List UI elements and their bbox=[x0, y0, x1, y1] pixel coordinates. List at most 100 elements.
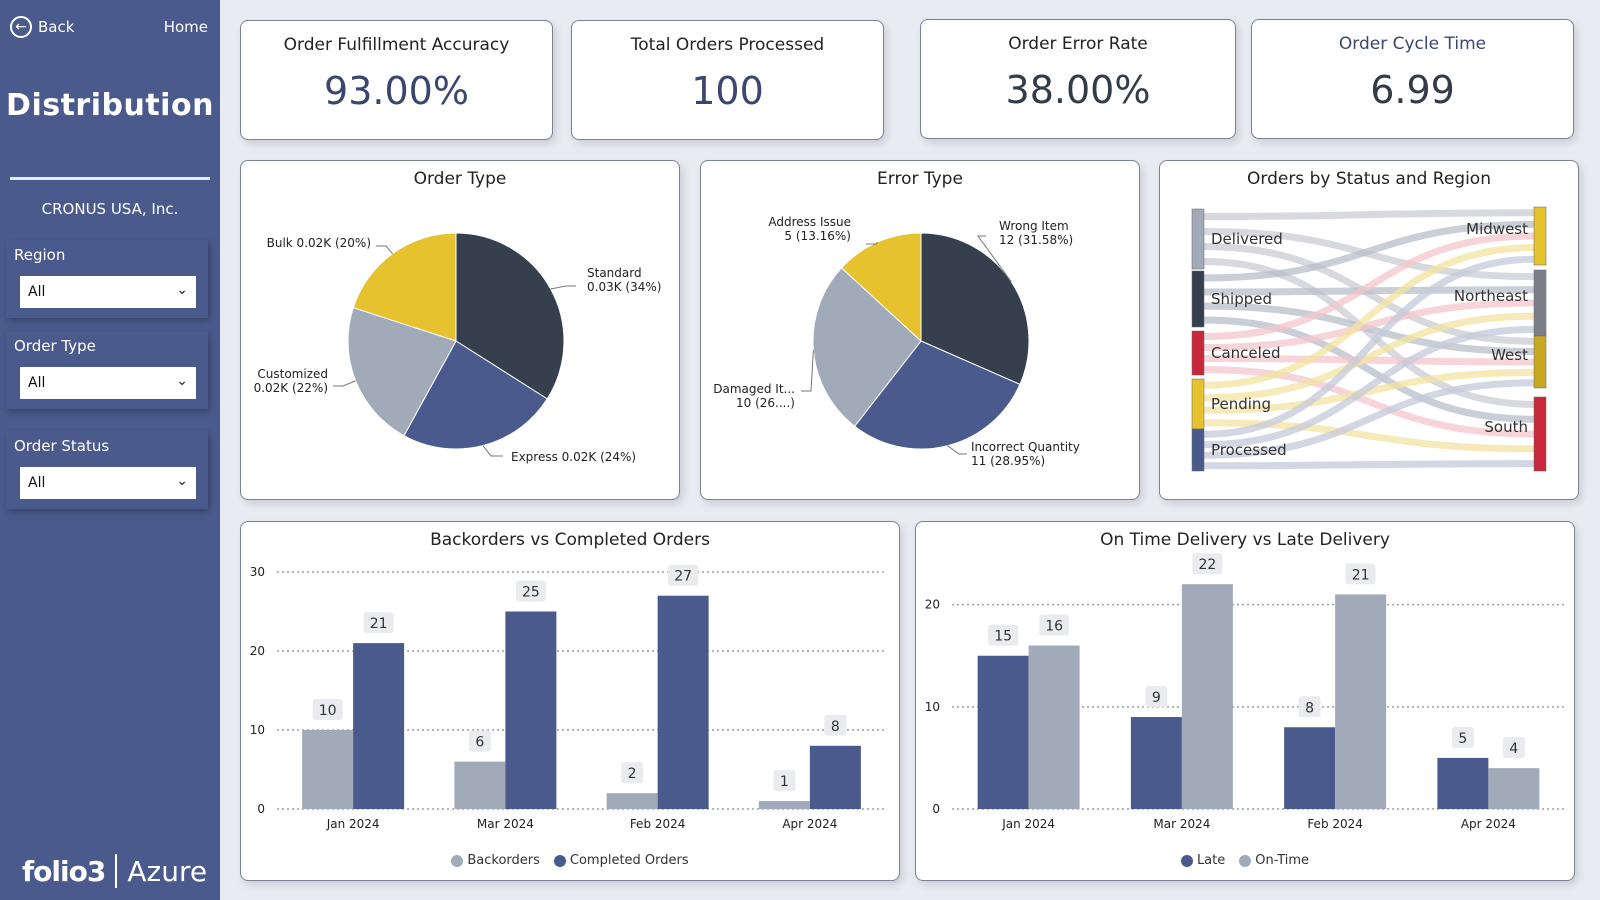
chevron-down-icon: ⌄ bbox=[176, 473, 188, 489]
data-label-bg bbox=[824, 714, 847, 736]
sankey-target-node bbox=[1533, 269, 1547, 337]
y-tick-label: 20 bbox=[925, 598, 940, 612]
sankey-source-node bbox=[1191, 208, 1205, 270]
legend-label: On-Time bbox=[1255, 853, 1310, 868]
back-button[interactable]: ← Back bbox=[10, 16, 74, 38]
region-select[interactable]: All ⌄ bbox=[20, 276, 196, 308]
data-label: 8 bbox=[1305, 700, 1314, 716]
chart-title: Order Type bbox=[413, 169, 507, 189]
leader-line bbox=[333, 380, 356, 387]
status-region-card: Orders by Status and Region Delivered Shi… bbox=[1159, 160, 1579, 500]
brand-azure: Azure bbox=[127, 854, 208, 888]
sankey-link bbox=[1203, 244, 1535, 389]
leader-line bbox=[550, 285, 576, 290]
sankey-target-label: Midwest bbox=[1466, 220, 1528, 238]
status-region-sankey-chart: Delivered Shipped Canceled Pending Processed… bbox=[1191, 206, 1547, 472]
sankey-link bbox=[1203, 220, 1535, 282]
order-type-filter: Order Type All ⌄ bbox=[6, 331, 208, 409]
x-tick-label: Feb 2024 bbox=[1307, 817, 1363, 831]
sankey-source-node bbox=[1191, 428, 1205, 472]
backorders-bar-chart: 0 10 20 30 Jan 2024 10 21 Mar 2024 6 25 Feb 2024 2 2… bbox=[250, 564, 886, 831]
kpi-card-cycle-time: Order Cycle Time 6.99 bbox=[1251, 19, 1574, 139]
sankey-link bbox=[1203, 312, 1535, 402]
region-filter-label: Region bbox=[14, 246, 66, 264]
kpi-label: Total Orders Processed bbox=[630, 35, 825, 55]
page-title: Distribution bbox=[6, 88, 214, 123]
pie-slice-value: 5 (13.16%) bbox=[784, 229, 851, 243]
pie-slice-label: Standard bbox=[587, 266, 642, 280]
sankey-target-label: West bbox=[1491, 346, 1528, 364]
bar bbox=[505, 611, 557, 809]
data-label: 5 bbox=[1458, 731, 1467, 747]
sankey-source-node bbox=[1191, 330, 1205, 376]
pie-slice-value: 11 (28.95%) bbox=[971, 454, 1045, 468]
delivery-card: On Time Delivery vs Late Delivery 0 10 20 J… bbox=[915, 521, 1575, 881]
data-label-bg bbox=[363, 612, 394, 634]
bar bbox=[302, 730, 354, 809]
kpi-card-error-rate: Order Error Rate 38.00% bbox=[920, 19, 1236, 139]
data-label-bg bbox=[621, 762, 644, 784]
delivery-bar-chart: 0 10 20 Jan 2024 15 16 Mar 2024 9 22 Feb 2024 8 21 A… bbox=[925, 553, 1565, 831]
sankey-target-node bbox=[1533, 396, 1547, 472]
pie-slice-label: Wrong Item bbox=[999, 219, 1069, 233]
bar bbox=[1181, 584, 1233, 809]
sankey-source-label: Delivered bbox=[1211, 230, 1283, 248]
data-label-bg bbox=[1502, 737, 1525, 759]
pie-slice-label: Bulk 0.02K (20%) bbox=[267, 236, 371, 250]
data-label-bg bbox=[468, 730, 491, 752]
sankey-link bbox=[1203, 209, 1535, 220]
y-tick-label: 10 bbox=[250, 723, 265, 737]
sankey-link bbox=[1203, 316, 1535, 423]
pie-slice-value: 10 (26....) bbox=[736, 396, 795, 410]
bar bbox=[1028, 645, 1080, 809]
data-label: 6 bbox=[475, 735, 484, 751]
data-label: 22 bbox=[1198, 557, 1216, 573]
data-label-bg bbox=[1451, 726, 1474, 748]
chart-title: Backorders vs Completed Orders bbox=[430, 530, 710, 550]
leader-line bbox=[977, 235, 1012, 283]
bar bbox=[454, 761, 506, 809]
data-label-bg bbox=[1145, 686, 1168, 708]
data-label: 21 bbox=[370, 616, 388, 632]
sankey-link bbox=[1203, 299, 1535, 351]
pie-slice-label: Damaged It... bbox=[713, 382, 795, 396]
legend-item: Completed Orders bbox=[553, 853, 689, 868]
home-button[interactable]: Home bbox=[163, 18, 208, 36]
bar bbox=[606, 793, 658, 809]
data-label: 4 bbox=[1509, 741, 1518, 757]
chart-title: Error Type bbox=[877, 169, 963, 189]
sankey-target-label: South bbox=[1484, 418, 1528, 436]
leader-line bbox=[376, 245, 393, 254]
pie-slice-value: 12 (31.58%) bbox=[999, 233, 1073, 247]
y-tick-label: 0 bbox=[932, 802, 940, 816]
backorders-card: Backorders vs Completed Orders 0 10 20 30 Ja… bbox=[240, 521, 900, 881]
order-status-select-value: All bbox=[28, 475, 46, 491]
bar bbox=[977, 655, 1029, 809]
order-type-card: Order Type Standard 0.03K (34%) Express 0.… bbox=[240, 160, 680, 500]
sankey-source-label: Shipped bbox=[1211, 290, 1272, 308]
brand-separator bbox=[115, 854, 118, 888]
pie-slice-value: 0.02K (22%) bbox=[254, 381, 328, 395]
y-tick-label: 30 bbox=[250, 565, 265, 579]
sankey-link bbox=[1203, 366, 1535, 438]
data-label: 9 bbox=[1152, 690, 1161, 706]
divider bbox=[10, 177, 210, 180]
y-tick-label: 10 bbox=[925, 700, 940, 714]
order-status-select[interactable]: All ⌄ bbox=[20, 467, 196, 499]
bar bbox=[353, 643, 405, 809]
company-name: CRONUS USA, Inc. bbox=[41, 200, 179, 218]
order-type-select[interactable]: All ⌄ bbox=[20, 367, 196, 399]
pie-slice bbox=[853, 340, 1021, 450]
x-tick-label: Mar 2024 bbox=[1153, 817, 1210, 831]
brand-logo: folio3 Azure bbox=[22, 854, 207, 888]
order-type-select-value: All bbox=[28, 375, 46, 391]
data-label-bg bbox=[1298, 696, 1321, 718]
data-label: 8 bbox=[831, 719, 840, 735]
kpi-value: 38.00% bbox=[1005, 68, 1151, 112]
bar bbox=[758, 801, 810, 809]
sankey-link bbox=[1203, 232, 1535, 340]
legend-item: On-Time bbox=[1239, 853, 1309, 868]
sankey-target-node bbox=[1533, 335, 1547, 389]
brand-name: folio3 bbox=[22, 854, 106, 888]
